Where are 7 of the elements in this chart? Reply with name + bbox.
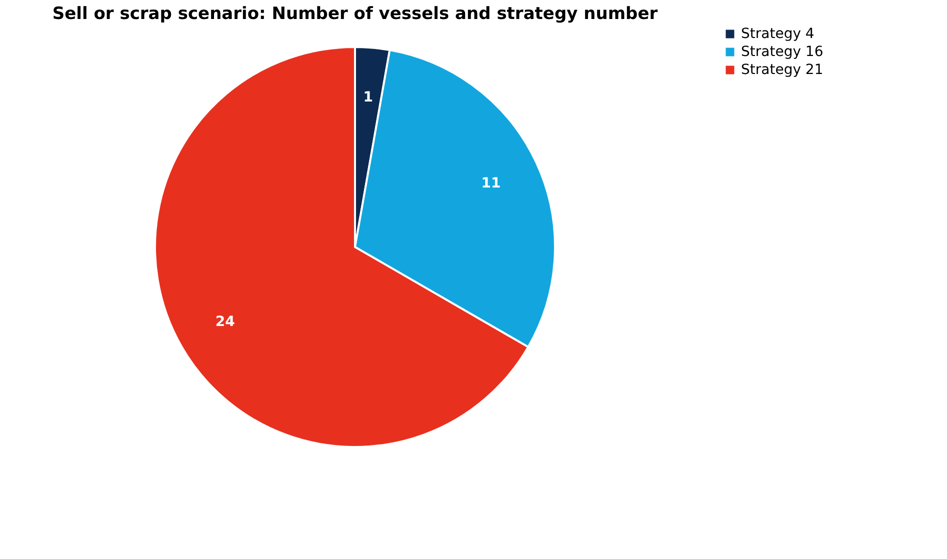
data-label: 1 [363, 90, 373, 106]
data-label: 24 [215, 314, 236, 330]
legend-label: Strategy 21 [741, 62, 824, 78]
legend-label: Strategy 4 [741, 26, 814, 42]
legend-label: Strategy 16 [741, 44, 824, 60]
chart-title: Sell or scrap scenario: Number of vessels and strategy number [52, 4, 658, 24]
data-label: 11 [481, 176, 501, 192]
